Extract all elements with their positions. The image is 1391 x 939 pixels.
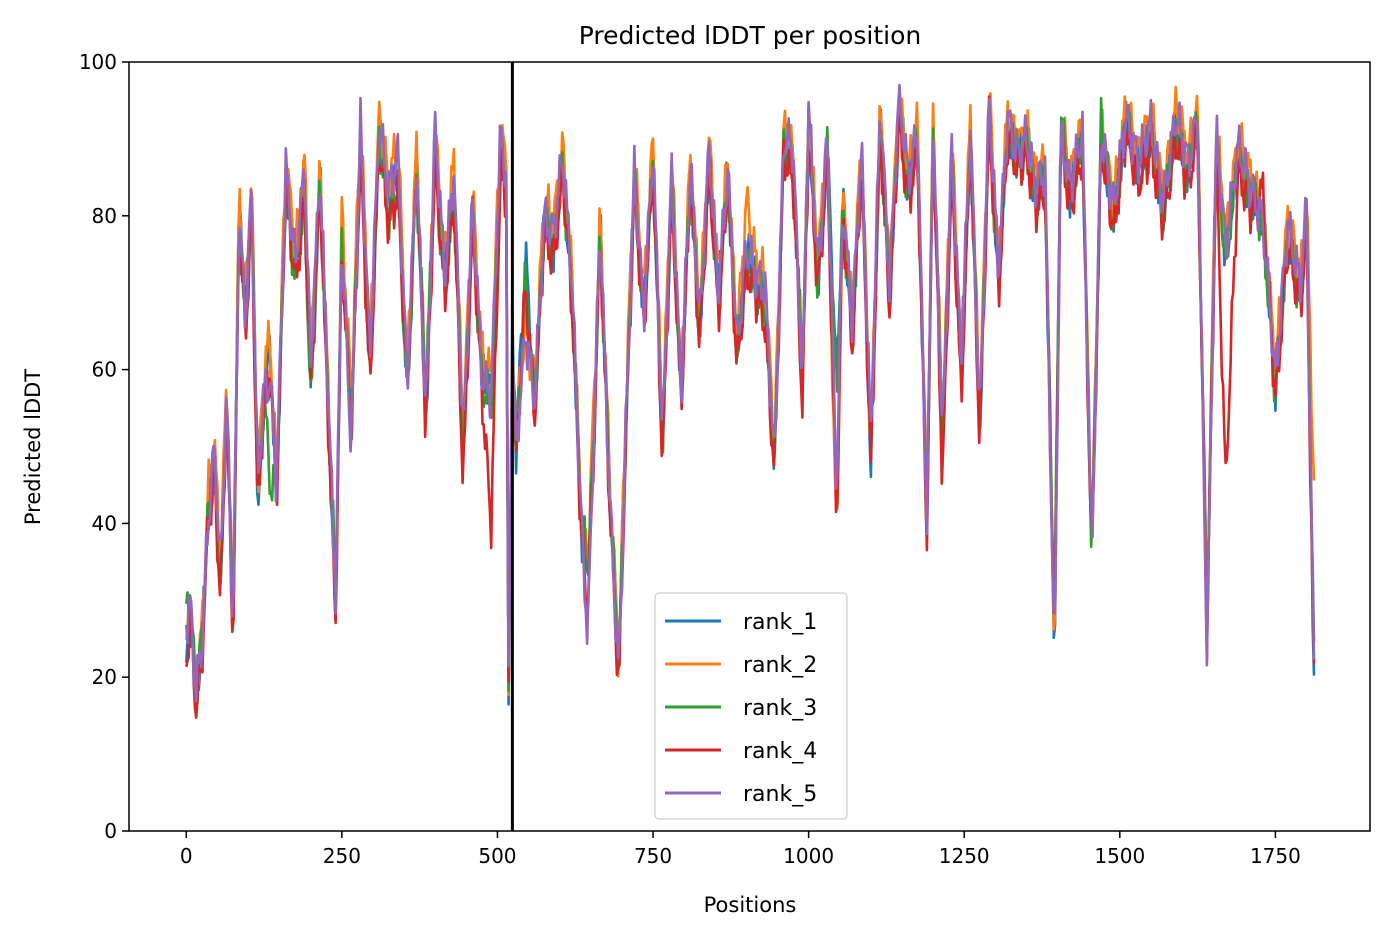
y-tick-label: 60 <box>92 358 117 382</box>
legend-label: rank_5 <box>743 782 817 807</box>
x-tick-label: 1250 <box>939 844 990 868</box>
x-axis-label: Positions <box>704 893 797 917</box>
y-tick-label: 20 <box>92 665 117 689</box>
y-tick-label: 40 <box>92 511 117 535</box>
legend-label: rank_3 <box>743 696 817 721</box>
x-tick-label: 1750 <box>1250 844 1301 868</box>
legend-label: rank_2 <box>743 653 817 678</box>
series-line-rank_5 <box>185 83 1316 703</box>
series-layer <box>185 83 1316 719</box>
y-tick-label: 80 <box>92 204 117 228</box>
x-tick-label: 0 <box>180 844 193 868</box>
x-tick-label: 500 <box>478 844 516 868</box>
plot-frame <box>128 61 1371 832</box>
y-tick-label: 100 <box>79 50 117 74</box>
chart-title: Predicted lDDT per position <box>579 21 921 50</box>
x-tick-label: 1000 <box>783 844 834 868</box>
y-axis: 0 20 40 60 80 100 <box>79 50 129 843</box>
legend-label: rank_1 <box>743 610 817 635</box>
x-axis: 0 250 500 750 1000 1250 1500 1750 <box>180 831 1301 868</box>
x-tick-label: 750 <box>634 844 672 868</box>
legend: rank_1 rank_2 rank_3 rank_4 rank_5 <box>654 592 848 820</box>
y-axis-label: Predicted lDDT <box>21 369 45 525</box>
x-tick-label: 250 <box>323 844 361 868</box>
y-tick-label: 0 <box>104 819 117 843</box>
x-tick-label: 1500 <box>1094 844 1145 868</box>
legend-label: rank_4 <box>743 739 817 764</box>
legend-box <box>654 592 848 820</box>
